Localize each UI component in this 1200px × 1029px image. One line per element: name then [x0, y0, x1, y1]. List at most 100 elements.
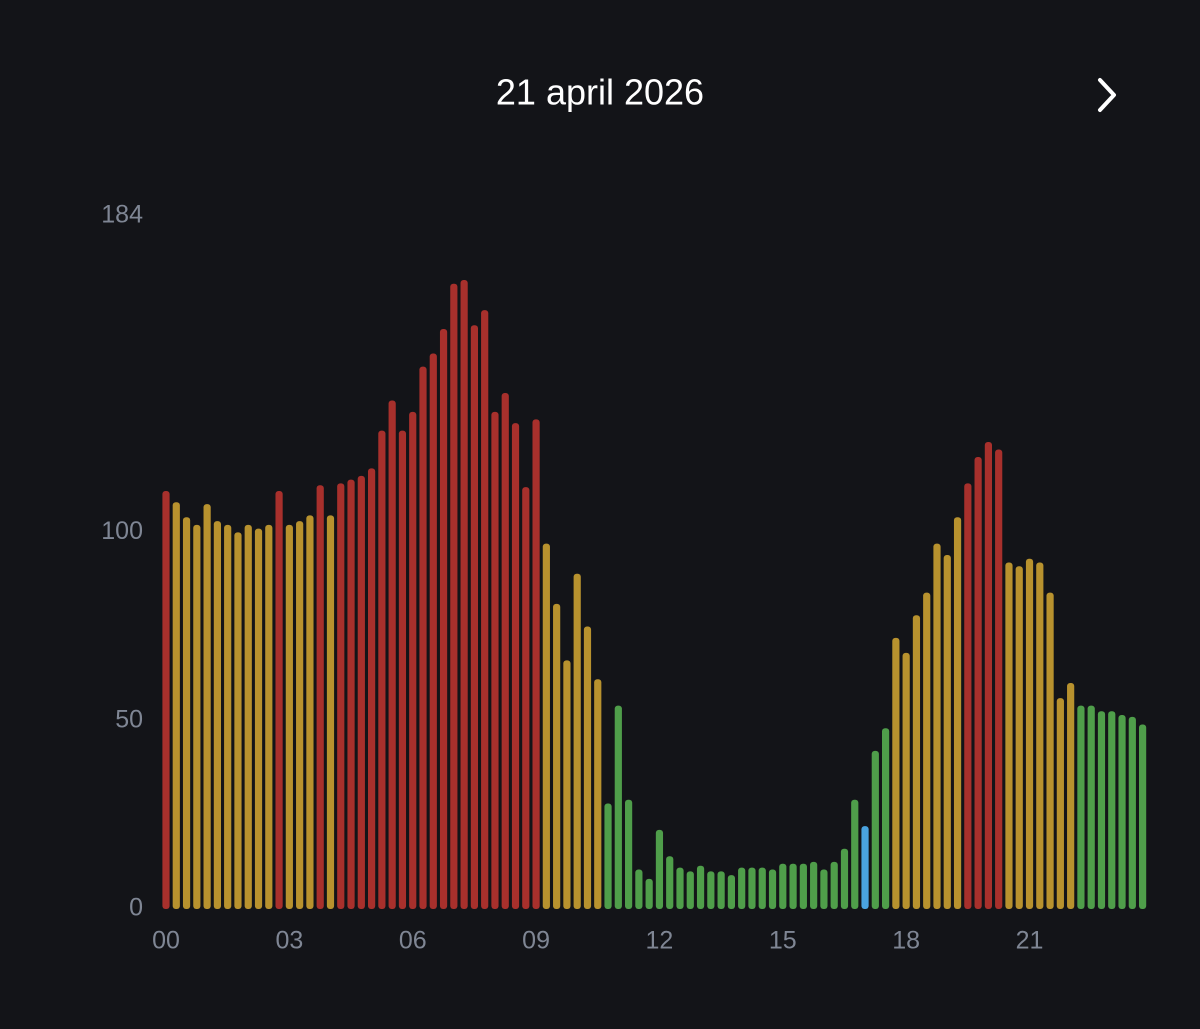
bar [912, 615, 921, 909]
bar [1046, 592, 1054, 909]
bar [583, 626, 592, 909]
chart-title: 21 april 2026 [496, 72, 704, 113]
bar [1108, 711, 1116, 909]
x-tick-label: 12 [646, 927, 674, 955]
bar [1025, 558, 1034, 909]
y-tick-label: 100 [101, 517, 143, 545]
x-tick-label: 03 [275, 927, 303, 955]
bar [573, 573, 581, 909]
bar [645, 878, 653, 909]
bar [604, 803, 612, 909]
bar [892, 637, 900, 909]
bar [481, 310, 489, 910]
bar [337, 483, 345, 909]
x-tick-label: 06 [399, 927, 427, 955]
bar [984, 441, 992, 909]
bar [347, 479, 355, 909]
bar [738, 867, 746, 909]
bar [398, 430, 407, 909]
bar [789, 863, 797, 909]
bar [943, 554, 951, 909]
bar [902, 652, 910, 909]
bar [357, 475, 365, 909]
bar [871, 750, 879, 909]
bar [1139, 724, 1147, 909]
bar [799, 863, 807, 909]
bar [851, 799, 859, 909]
x-tick-label: 15 [769, 927, 797, 955]
bar [810, 861, 818, 909]
bar [923, 592, 931, 909]
bar [625, 799, 633, 909]
bar [933, 543, 941, 909]
bar [522, 487, 530, 909]
y-tick-label: 184 [101, 201, 143, 229]
bar [213, 521, 221, 909]
bar [676, 867, 684, 909]
bar [542, 543, 550, 909]
bar [748, 867, 756, 909]
bar [594, 679, 602, 909]
bar [429, 353, 437, 910]
bar [193, 524, 201, 909]
bar [234, 532, 242, 909]
bar [244, 524, 252, 909]
bar [224, 524, 232, 909]
bar [254, 528, 263, 909]
bar [820, 869, 828, 909]
bar [553, 603, 561, 909]
bar [450, 283, 458, 910]
bar [655, 829, 664, 909]
bar [1067, 683, 1075, 909]
bar [162, 490, 170, 909]
bar [727, 875, 735, 909]
bar [1097, 711, 1106, 909]
bar [378, 430, 386, 909]
bar [614, 705, 622, 909]
bar [1036, 562, 1044, 909]
bar [686, 871, 694, 909]
bar [182, 517, 191, 909]
bar [439, 328, 448, 909]
bar [296, 521, 304, 909]
bar [882, 728, 890, 909]
bar [1015, 566, 1023, 909]
x-tick-label: 09 [522, 927, 550, 955]
bar [172, 502, 180, 909]
bar [326, 515, 335, 909]
bar [758, 867, 766, 909]
bar [470, 325, 478, 909]
bar [953, 517, 962, 909]
bar [1077, 705, 1085, 909]
next-button[interactable] [1098, 78, 1116, 112]
bar [275, 490, 283, 909]
bar [717, 871, 725, 909]
bar [460, 280, 468, 909]
bar [974, 457, 982, 909]
bar [861, 826, 869, 909]
y-tick-label: 0 [129, 894, 143, 922]
bar [1056, 698, 1064, 909]
bar [696, 865, 705, 909]
bar [491, 411, 499, 909]
bar [285, 524, 293, 909]
bar [830, 861, 838, 909]
x-tick-label: 00 [152, 927, 180, 955]
bar [368, 468, 376, 909]
bar [419, 366, 427, 909]
bar [635, 869, 643, 909]
bar [532, 419, 540, 909]
bar [1005, 562, 1013, 909]
bar [1128, 716, 1136, 909]
bar [840, 848, 849, 909]
bar [666, 856, 674, 909]
x-tick-label: 21 [1016, 927, 1044, 955]
bar [501, 393, 509, 909]
y-tick-label: 50 [115, 705, 143, 733]
bar [707, 871, 715, 909]
bar [265, 524, 273, 909]
x-tick-label: 18 [892, 927, 920, 955]
bar [768, 869, 777, 909]
